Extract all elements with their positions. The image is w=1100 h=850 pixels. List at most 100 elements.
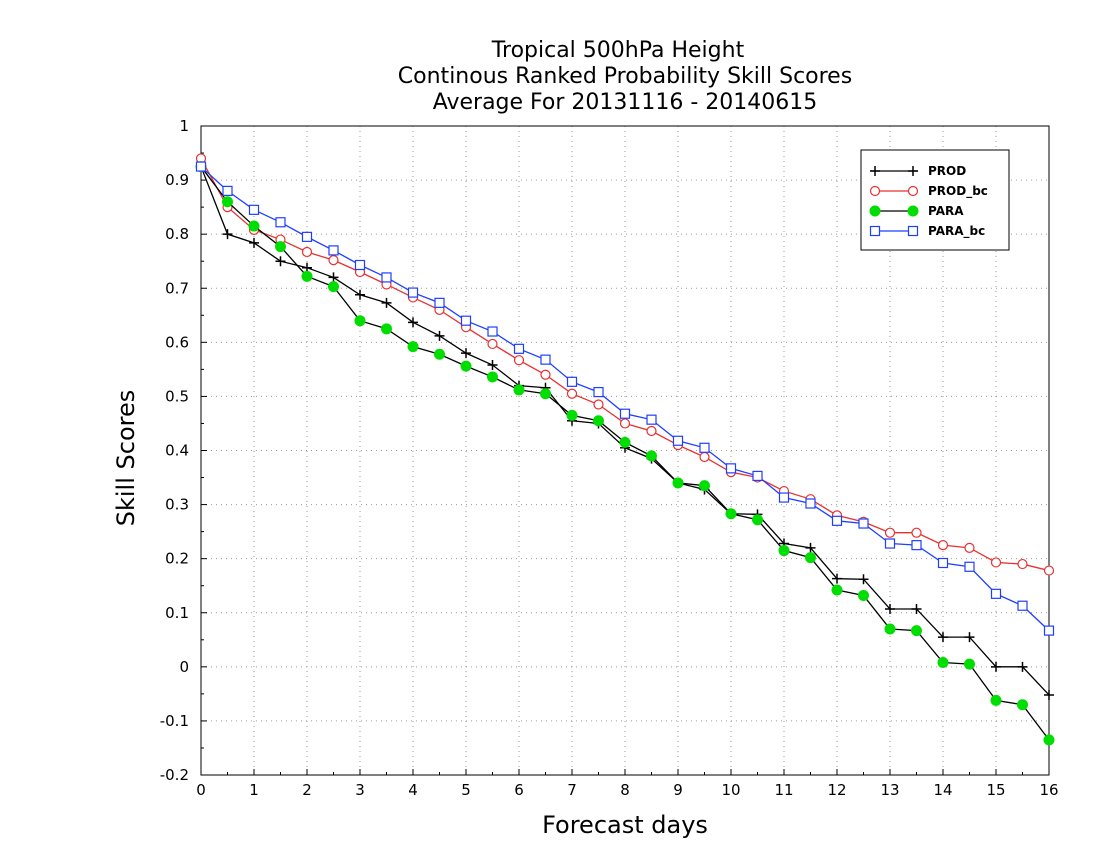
data-point-para-bc xyxy=(884,538,896,549)
x-tick-label: 0 xyxy=(196,781,206,799)
x-tick-label: 11 xyxy=(774,781,793,799)
data-point-prod xyxy=(434,330,445,341)
data-point-para-bc xyxy=(619,408,631,419)
y-tick-label: 0.1 xyxy=(165,604,189,622)
data-point-para xyxy=(858,589,869,601)
data-point-prod-bc xyxy=(1043,565,1055,576)
data-point-prod xyxy=(487,360,498,371)
legend-label: PROD xyxy=(928,164,966,178)
y-tick-label: 0 xyxy=(179,658,189,676)
series-para xyxy=(195,161,1055,746)
data-point-para xyxy=(831,584,843,596)
series-para-bc xyxy=(195,161,1055,636)
data-point-para-bc xyxy=(593,386,604,398)
data-point-para xyxy=(566,409,578,421)
data-point-prod xyxy=(805,542,816,553)
data-point-para xyxy=(354,315,366,327)
legend-label: PARA_bc xyxy=(928,224,985,239)
data-point-para-bc xyxy=(778,492,790,503)
data-point-para xyxy=(699,480,710,492)
y-tick-label: 0.2 xyxy=(165,550,189,568)
data-point-prod xyxy=(938,632,948,643)
data-point-para-bc xyxy=(858,518,869,529)
data-point-para xyxy=(752,514,763,526)
data-point-prod xyxy=(991,661,1001,672)
data-point-para-bc xyxy=(301,231,313,242)
data-point-para-bc xyxy=(646,414,657,425)
x-tick-label: 16 xyxy=(1039,781,1058,799)
data-point-para xyxy=(407,341,419,353)
y-tick-label: 0.5 xyxy=(165,387,189,405)
x-tick-label: 6 xyxy=(514,781,524,799)
legend-item-prod-bc: PROD_bc xyxy=(869,184,988,199)
data-point-prod-bc xyxy=(990,557,1002,568)
data-point-para xyxy=(222,196,233,208)
y-tick-label: 0.4 xyxy=(165,442,189,460)
data-point-para-bc xyxy=(275,217,286,228)
data-point-para xyxy=(381,323,392,335)
data-point-para-bc xyxy=(195,161,207,172)
y-tick-label: -0.1 xyxy=(160,712,189,730)
data-point-prod xyxy=(832,573,842,584)
data-point-prod-bc xyxy=(328,255,339,266)
data-point-prod xyxy=(858,574,869,585)
data-point-para xyxy=(328,281,339,293)
legend-marker xyxy=(869,225,881,237)
data-point-para xyxy=(540,388,551,400)
x-tick-label: 1 xyxy=(249,781,259,799)
x-tick-label: 9 xyxy=(673,781,683,799)
data-point-prod-bc xyxy=(593,399,604,410)
data-point-para-bc xyxy=(487,326,498,337)
legend: PROD PROD_bc PARA PARA_bc xyxy=(860,149,1010,251)
data-point-prod xyxy=(911,603,922,614)
data-point-prod-bc xyxy=(301,246,313,258)
data-point-prod-bc xyxy=(619,418,631,429)
x-tick-label: 12 xyxy=(827,781,846,799)
data-point-prod xyxy=(1044,689,1054,700)
data-point-prod xyxy=(1017,661,1028,672)
legend-marker xyxy=(869,185,881,197)
series-layer xyxy=(195,153,1055,746)
data-point-para-bc xyxy=(248,204,260,215)
legend-marker xyxy=(907,185,919,197)
data-point-para xyxy=(301,270,313,282)
data-point-prod-bc xyxy=(911,527,922,538)
legend-marker xyxy=(869,205,881,217)
data-point-para xyxy=(884,623,896,635)
chart-title-line-3: Average For 20131116 - 20140615 xyxy=(433,90,818,115)
legend-marker xyxy=(907,205,919,217)
data-point-prod xyxy=(381,297,392,308)
data-point-prod-bc xyxy=(513,355,525,366)
data-point-para xyxy=(964,658,975,670)
data-point-para-bc xyxy=(699,442,710,453)
data-point-para xyxy=(646,450,657,462)
data-point-prod xyxy=(222,229,233,240)
data-point-prod xyxy=(408,317,418,328)
data-point-para xyxy=(672,477,684,489)
data-point-prod xyxy=(461,348,471,359)
data-point-prod-bc xyxy=(884,527,896,538)
data-point-para-bc xyxy=(540,354,551,365)
data-point-prod xyxy=(249,237,259,248)
legend-label: PARA xyxy=(928,204,964,218)
x-tick-label: 5 xyxy=(461,781,471,799)
x-tick-label: 13 xyxy=(880,781,899,799)
data-point-para-bc xyxy=(752,470,763,482)
x-tick-label: 4 xyxy=(408,781,418,799)
legend-marker xyxy=(907,225,919,237)
data-point-para-bc xyxy=(381,272,392,283)
data-point-para xyxy=(778,545,790,557)
data-point-para xyxy=(593,415,604,427)
data-point-para xyxy=(911,625,922,637)
data-point-prod-bc xyxy=(1017,558,1028,570)
y-tick-label: -0.2 xyxy=(160,766,189,784)
legend-item-prod: PROD xyxy=(870,164,966,178)
data-point-prod-bc xyxy=(937,540,949,551)
x-tick-label: 15 xyxy=(986,781,1005,799)
data-point-para xyxy=(990,694,1002,706)
legend-label: PROD_bc xyxy=(928,184,988,199)
data-point-para xyxy=(805,552,816,564)
data-point-prod-bc xyxy=(487,338,498,350)
data-point-para-bc xyxy=(672,435,684,446)
